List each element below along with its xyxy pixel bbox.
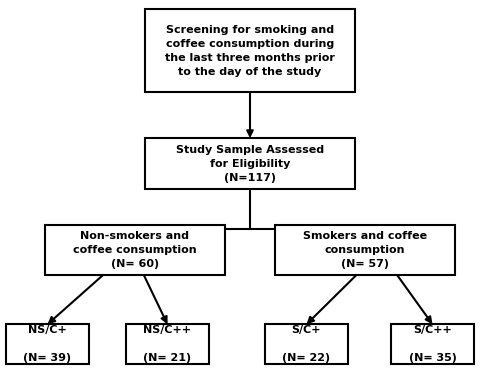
Text: Smokers and coffee
consumption
(N= 57): Smokers and coffee consumption (N= 57) xyxy=(303,231,427,269)
FancyBboxPatch shape xyxy=(6,324,89,364)
Text: NS/C+

(N= 39): NS/C+ (N= 39) xyxy=(24,325,72,363)
FancyBboxPatch shape xyxy=(265,324,348,364)
FancyBboxPatch shape xyxy=(145,138,355,189)
FancyBboxPatch shape xyxy=(391,324,474,364)
FancyBboxPatch shape xyxy=(275,224,455,275)
Text: S/C++

(N= 35): S/C++ (N= 35) xyxy=(408,325,457,363)
FancyBboxPatch shape xyxy=(145,9,355,92)
Text: Study Sample Assessed
for Eligibility
(N=117): Study Sample Assessed for Eligibility (N… xyxy=(176,144,324,183)
Text: S/C+

(N= 22): S/C+ (N= 22) xyxy=(282,325,331,363)
FancyBboxPatch shape xyxy=(45,224,225,275)
Text: NS/C++

(N= 21): NS/C++ (N= 21) xyxy=(144,325,192,363)
Text: Non-smokers and
coffee consumption
(N= 60): Non-smokers and coffee consumption (N= 6… xyxy=(73,231,197,269)
FancyBboxPatch shape xyxy=(126,324,209,364)
Text: Screening for smoking and
coffee consumption during
the last three months prior
: Screening for smoking and coffee consump… xyxy=(165,25,335,77)
